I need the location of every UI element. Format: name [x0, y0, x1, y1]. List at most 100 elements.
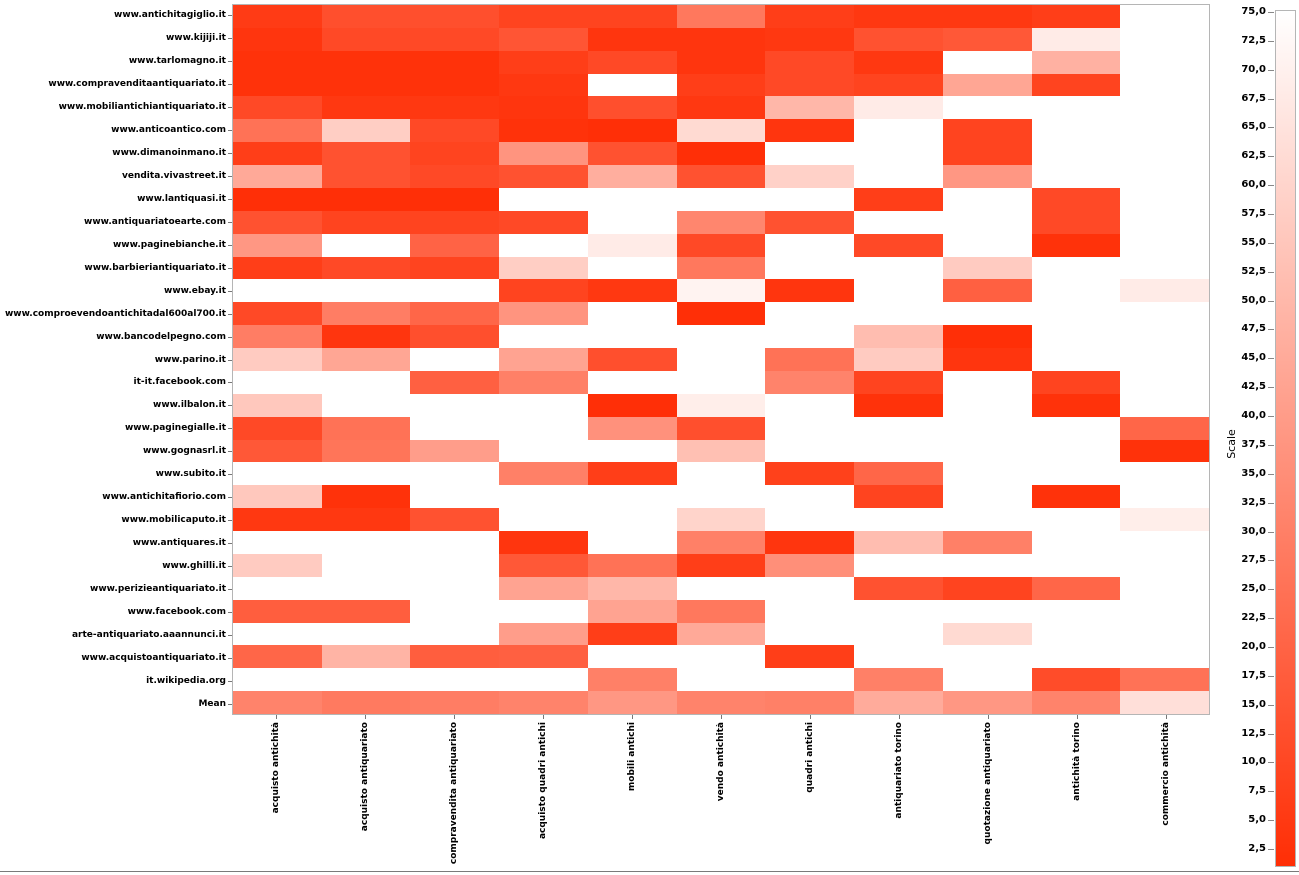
- heatmap-cell: [942, 462, 1032, 486]
- heatmap-cell: [854, 370, 943, 394]
- heatmap-cell: [765, 668, 855, 692]
- heatmap-cell: [1031, 302, 1121, 326]
- heatmap-cell: [1031, 370, 1121, 394]
- heatmap-cell: [499, 27, 588, 51]
- row-label: it.wikipedia.org: [146, 675, 226, 686]
- heatmap-cell: [499, 279, 588, 303]
- col-label-text: quadri antichi: [804, 722, 815, 793]
- heatmap-cell: [410, 73, 500, 97]
- y-tick: [228, 337, 232, 338]
- heatmap-cell: [1031, 508, 1121, 532]
- heatmap-cell: [587, 325, 677, 349]
- heatmap-cell: [1120, 302, 1209, 326]
- heatmap-cell: [942, 96, 1032, 120]
- heatmap-cell: [1031, 348, 1121, 371]
- row-label: www.ilbalon.it: [153, 400, 226, 411]
- heatmap-cell: [587, 393, 677, 417]
- heatmap-cell: [321, 439, 411, 463]
- heatmap-cell: [233, 5, 322, 28]
- heatmap-cell: [942, 73, 1032, 97]
- row-label: arte-antiquariato.aaannunci.it: [71, 629, 226, 640]
- heatmap-cell: [321, 233, 411, 257]
- heatmap-cell: [676, 142, 766, 166]
- col-label: quotazione antiquariato: [982, 722, 994, 844]
- heatmap-cell: [499, 576, 588, 600]
- heatmap-cell: [499, 439, 588, 463]
- heatmap-cell: [765, 142, 855, 166]
- heatmap-cell: [410, 370, 500, 394]
- heatmap-cell: [1120, 462, 1209, 486]
- heatmap-cell: [499, 96, 588, 120]
- heatmap-cell: [233, 462, 322, 486]
- y-tick: [228, 382, 232, 383]
- heatmap-cell: [854, 187, 943, 211]
- heatmap-cell: [321, 96, 411, 120]
- heatmap-cell: [321, 142, 411, 166]
- colorbar-tick: [1268, 12, 1274, 13]
- colorbar-tick-label: 15,0: [1241, 698, 1266, 710]
- row-label: www.perizieantiquariato.it: [90, 583, 226, 594]
- heatmap-cell: [587, 348, 677, 371]
- row-label: www.barbieriantiquariato.it: [84, 262, 226, 273]
- heatmap-cell: [676, 576, 766, 600]
- y-tick: [228, 497, 232, 498]
- colorbar-tick: [1268, 647, 1274, 648]
- heatmap-cell: [499, 5, 588, 28]
- heatmap-cell: [1120, 531, 1209, 554]
- heatmap-cell: [765, 96, 855, 120]
- x-tick: [988, 715, 989, 719]
- heatmap-cell: [765, 256, 855, 280]
- colorbar-tick: [1268, 445, 1274, 446]
- heatmap-cell: [233, 187, 322, 211]
- colorbar-tick: [1268, 387, 1274, 388]
- heatmap-cell: [765, 691, 855, 714]
- heatmap-cell: [942, 5, 1032, 28]
- row-label: www.subito.it: [155, 469, 226, 480]
- heatmap-cell: [587, 5, 677, 28]
- heatmap-cell: [765, 50, 855, 74]
- x-tick: [1077, 715, 1078, 719]
- heatmap-cell: [942, 256, 1032, 280]
- heatmap-cell: [233, 256, 322, 280]
- row-label: www.antichitagiglio.it: [114, 10, 226, 21]
- colorbar-tick: [1268, 358, 1274, 359]
- heatmap-cell: [1031, 187, 1121, 211]
- heatmap-cell: [854, 691, 943, 714]
- heatmap-cell: [942, 553, 1032, 577]
- colorbar-tick-label: 17,5: [1241, 669, 1266, 681]
- colorbar-gradient: [1275, 10, 1296, 867]
- heatmap-cell: [765, 553, 855, 577]
- row-label: www.ghilli.it: [162, 560, 226, 571]
- heatmap-cell: [499, 462, 588, 486]
- col-label-text: acquisto quadri antichi: [538, 722, 549, 840]
- heatmap-cell: [854, 279, 943, 303]
- heatmap-cell: [410, 187, 500, 211]
- heatmap-cell: [1120, 142, 1209, 166]
- colorbar-tick-label: 7,5: [1248, 785, 1266, 797]
- heatmap-cell: [233, 142, 322, 166]
- y-tick: [228, 704, 232, 705]
- heatmap-cell: [942, 165, 1032, 188]
- heatmap-cell: [410, 576, 500, 600]
- colorbar-tick-label: 70,0: [1241, 63, 1266, 75]
- heatmap-cell: [1120, 73, 1209, 97]
- heatmap-cell: [942, 50, 1032, 74]
- heatmap-cell: [1031, 325, 1121, 349]
- y-tick: [228, 15, 232, 16]
- colorbar-tick-label: 22,5: [1241, 612, 1266, 624]
- heatmap-cell: [321, 393, 411, 417]
- heatmap-cell: [1031, 691, 1121, 714]
- colorbar-tick-label: 55,0: [1241, 236, 1266, 248]
- heatmap-cell: [765, 302, 855, 326]
- heatmap-cell: [942, 370, 1032, 394]
- heatmap-cell: [854, 210, 943, 234]
- heatmap-cell: [1031, 485, 1121, 509]
- y-tick: [228, 199, 232, 200]
- heatmap-cell: [587, 599, 677, 623]
- heatmap-cell: [1120, 187, 1209, 211]
- heatmap-cell: [499, 622, 588, 646]
- heatmap-cell: [233, 233, 322, 257]
- heatmap-cell: [321, 119, 411, 143]
- heatmap-cell: [765, 531, 855, 554]
- heatmap-cell: [942, 348, 1032, 371]
